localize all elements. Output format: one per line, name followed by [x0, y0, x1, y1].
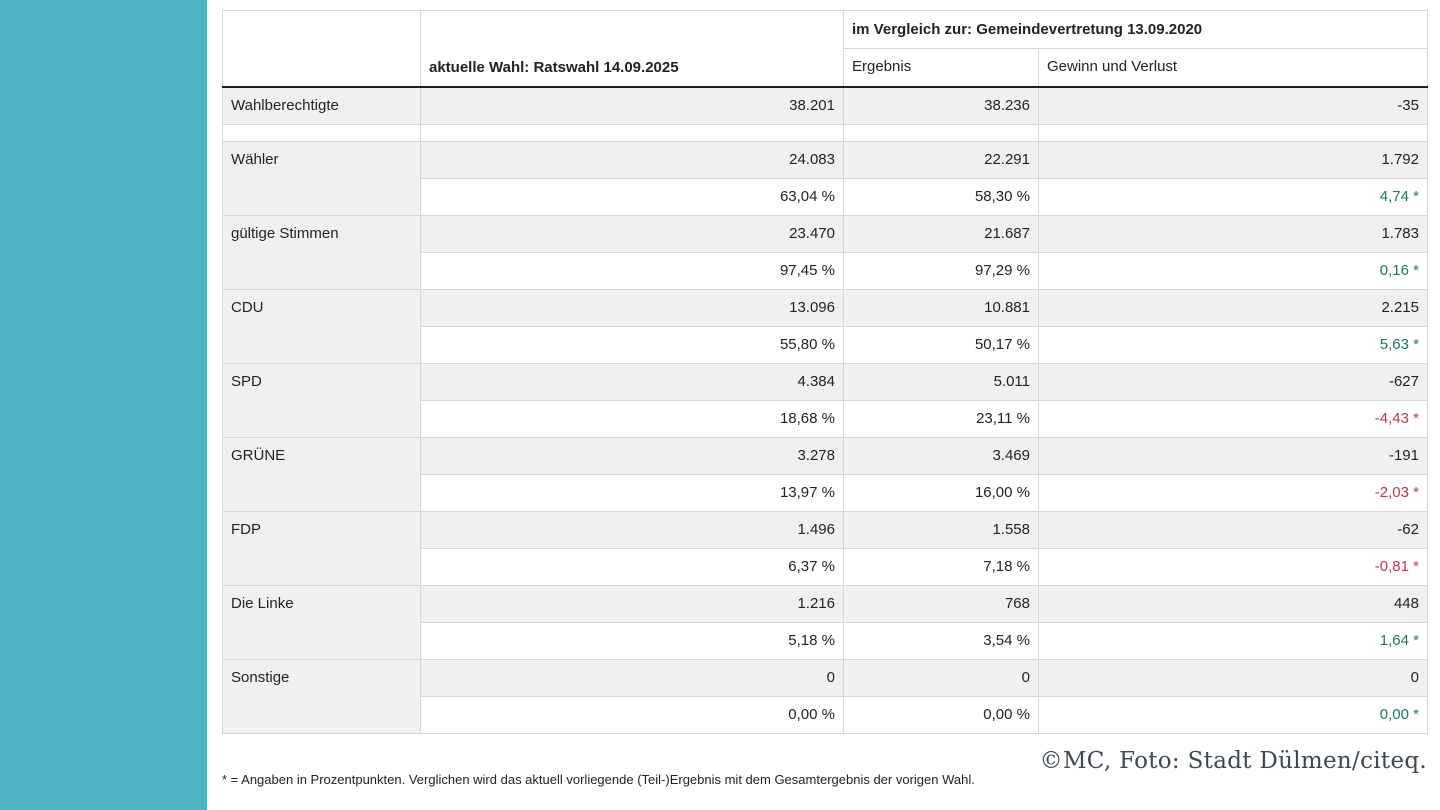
cell-current-count: 4.384	[420, 362, 844, 401]
cell-current-count: 24.083	[420, 140, 844, 179]
cell-diff-count: -627	[1038, 362, 1428, 401]
header-row-top: aktuelle Wahl: Ratswahl 14.09.2025 im Ve…	[222, 10, 1428, 87]
footnote: * = Angaben in Prozentpunkten. Vergliche…	[222, 772, 975, 787]
row-label: Sonstige	[222, 658, 421, 734]
cell-diff-pct: 0,00 *	[1038, 695, 1428, 734]
cell-current-pct: 0,00 %	[420, 695, 844, 734]
table-row-count: FDP 1.496 1.558 -62	[222, 510, 1428, 586]
table-row-percent: 0,00 % 0,00 % 0,00 *	[223, 695, 1428, 734]
cell-current-count: 13.096	[420, 288, 844, 327]
cell-result-pct: 0,00 %	[843, 695, 1039, 734]
cell-current-pct: 18,68 %	[420, 399, 844, 438]
teal-sidebar	[0, 0, 207, 810]
row-label: GRÜNE	[222, 436, 421, 512]
table-row-percent: 5,18 % 3,54 % 1,64 *	[223, 621, 1428, 660]
cell-result-pct: 7,18 %	[843, 547, 1039, 586]
table-row-percent: 18,68 % 23,11 % -4,43 *	[223, 399, 1428, 438]
cell-result-pct: 16,00 %	[843, 473, 1039, 512]
table-row-percent: 6,37 % 7,18 % -0,81 *	[223, 547, 1428, 586]
header-comparison-election: im Vergleich zur: Gemeindevertretung 13.…	[843, 10, 1428, 49]
results-table-body: Wahlberechtigte 38.201 38.236 -35 Wähler 24.0…	[222, 86, 1428, 734]
cell-diff-count: 2.215	[1038, 288, 1428, 327]
cell-result-count: 22.291	[843, 140, 1039, 179]
cell-result-count: 3.469	[843, 436, 1039, 475]
table-row-count: gültige Stimmen 23.470 21.687 1.783	[222, 214, 1428, 290]
cell-current-count: 23.470	[420, 214, 844, 253]
row-label: Wahlberechtigte	[222, 86, 421, 125]
table-row-count: Die Linke 1.216 768 448	[222, 584, 1428, 660]
cell-diff-count: -35	[1038, 86, 1428, 125]
cell-diff-pct: 5,63 *	[1038, 325, 1428, 364]
cell-result-count: 0	[843, 658, 1039, 697]
results-table: aktuelle Wahl: Ratswahl 14.09.2025 im Ve…	[222, 10, 1428, 734]
row-label: FDP	[222, 510, 421, 586]
header-blank-cell	[222, 10, 421, 87]
cell-diff-pct: 4,74 *	[1038, 177, 1428, 216]
table-row-percent: 55,80 % 50,17 % 5,63 *	[223, 325, 1428, 364]
table-row-count: Wahlberechtigte 38.201 38.236 -35	[222, 86, 1428, 125]
cell-current-count: 3.278	[420, 436, 844, 475]
cell-result-count: 768	[843, 584, 1039, 623]
cell-diff-count: 0	[1038, 658, 1428, 697]
row-label: gültige Stimmen	[222, 214, 421, 290]
cell-diff-pct: 0,16 *	[1038, 251, 1428, 290]
cell-diff-pct: -2,03 *	[1038, 473, 1428, 512]
cell-result-pct: 58,30 %	[843, 177, 1039, 216]
header-current-election: aktuelle Wahl: Ratswahl 14.09.2025	[420, 10, 844, 87]
table-row-count: Sonstige 0 0 0	[222, 658, 1428, 734]
cell-current-pct: 55,80 %	[420, 325, 844, 364]
cell-result-pct: 3,54 %	[843, 621, 1039, 660]
table-row-empty	[222, 123, 1428, 142]
table-row-count: SPD 4.384 5.011 -627	[222, 362, 1428, 438]
cell-empty	[222, 123, 421, 142]
cell-result-pct: 23,11 %	[843, 399, 1039, 438]
header-gain-loss: Gewinn und Verlust	[1038, 48, 1428, 87]
cell-diff-count: -191	[1038, 436, 1428, 475]
cell-diff-pct: -0,81 *	[1038, 547, 1428, 586]
cell-diff-count: 448	[1038, 584, 1428, 623]
row-label: Die Linke	[222, 584, 421, 660]
cell-diff-count: -62	[1038, 510, 1428, 549]
table-header: aktuelle Wahl: Ratswahl 14.09.2025 im Ve…	[222, 10, 1428, 87]
cell-diff-count: 1.783	[1038, 214, 1428, 253]
table-row-percent: 97,45 % 97,29 % 0,16 *	[223, 251, 1428, 290]
cell-diff-pct: 1,64 *	[1038, 621, 1428, 660]
cell-current-count: 0	[420, 658, 844, 697]
cell-current-count: 38.201	[420, 86, 844, 125]
photo-credit: ©MC, Foto: Stadt Dülmen/citeq.	[1039, 748, 1427, 774]
cell-diff-count: 1.792	[1038, 140, 1428, 179]
table-row-count: CDU 13.096 10.881 2.215	[222, 288, 1428, 364]
cell-result-count: 38.236	[843, 86, 1039, 125]
cell-current-count: 1.496	[420, 510, 844, 549]
cell-result-pct: 97,29 %	[843, 251, 1039, 290]
cell-empty	[420, 123, 844, 142]
header-row-sub: Ergebnis Gewinn und Verlust	[223, 48, 1428, 87]
cell-current-pct: 6,37 %	[420, 547, 844, 586]
cell-current-pct: 97,45 %	[420, 251, 844, 290]
row-label: CDU	[222, 288, 421, 364]
cell-result-count: 10.881	[843, 288, 1039, 327]
cell-diff-pct: -4,43 *	[1038, 399, 1428, 438]
cell-current-pct: 5,18 %	[420, 621, 844, 660]
cell-current-pct: 63,04 %	[420, 177, 844, 216]
cell-current-pct: 13,97 %	[420, 473, 844, 512]
cell-empty	[843, 123, 1039, 142]
row-label: Wähler	[222, 140, 421, 216]
cell-empty	[1038, 123, 1428, 142]
table-row-count: GRÜNE 3.278 3.469 -191	[222, 436, 1428, 512]
cell-result-count: 1.558	[843, 510, 1039, 549]
cell-result-count: 21.687	[843, 214, 1039, 253]
header-result: Ergebnis	[843, 48, 1039, 87]
row-label: SPD	[222, 362, 421, 438]
cell-result-count: 5.011	[843, 362, 1039, 401]
table-row-count: Wähler 24.083 22.291 1.792	[222, 140, 1428, 216]
results-table-container: aktuelle Wahl: Ratswahl 14.09.2025 im Ve…	[222, 10, 1428, 734]
table-row-percent: 63,04 % 58,30 % 4,74 *	[223, 177, 1428, 216]
cell-current-count: 1.216	[420, 584, 844, 623]
cell-result-pct: 50,17 %	[843, 325, 1039, 364]
